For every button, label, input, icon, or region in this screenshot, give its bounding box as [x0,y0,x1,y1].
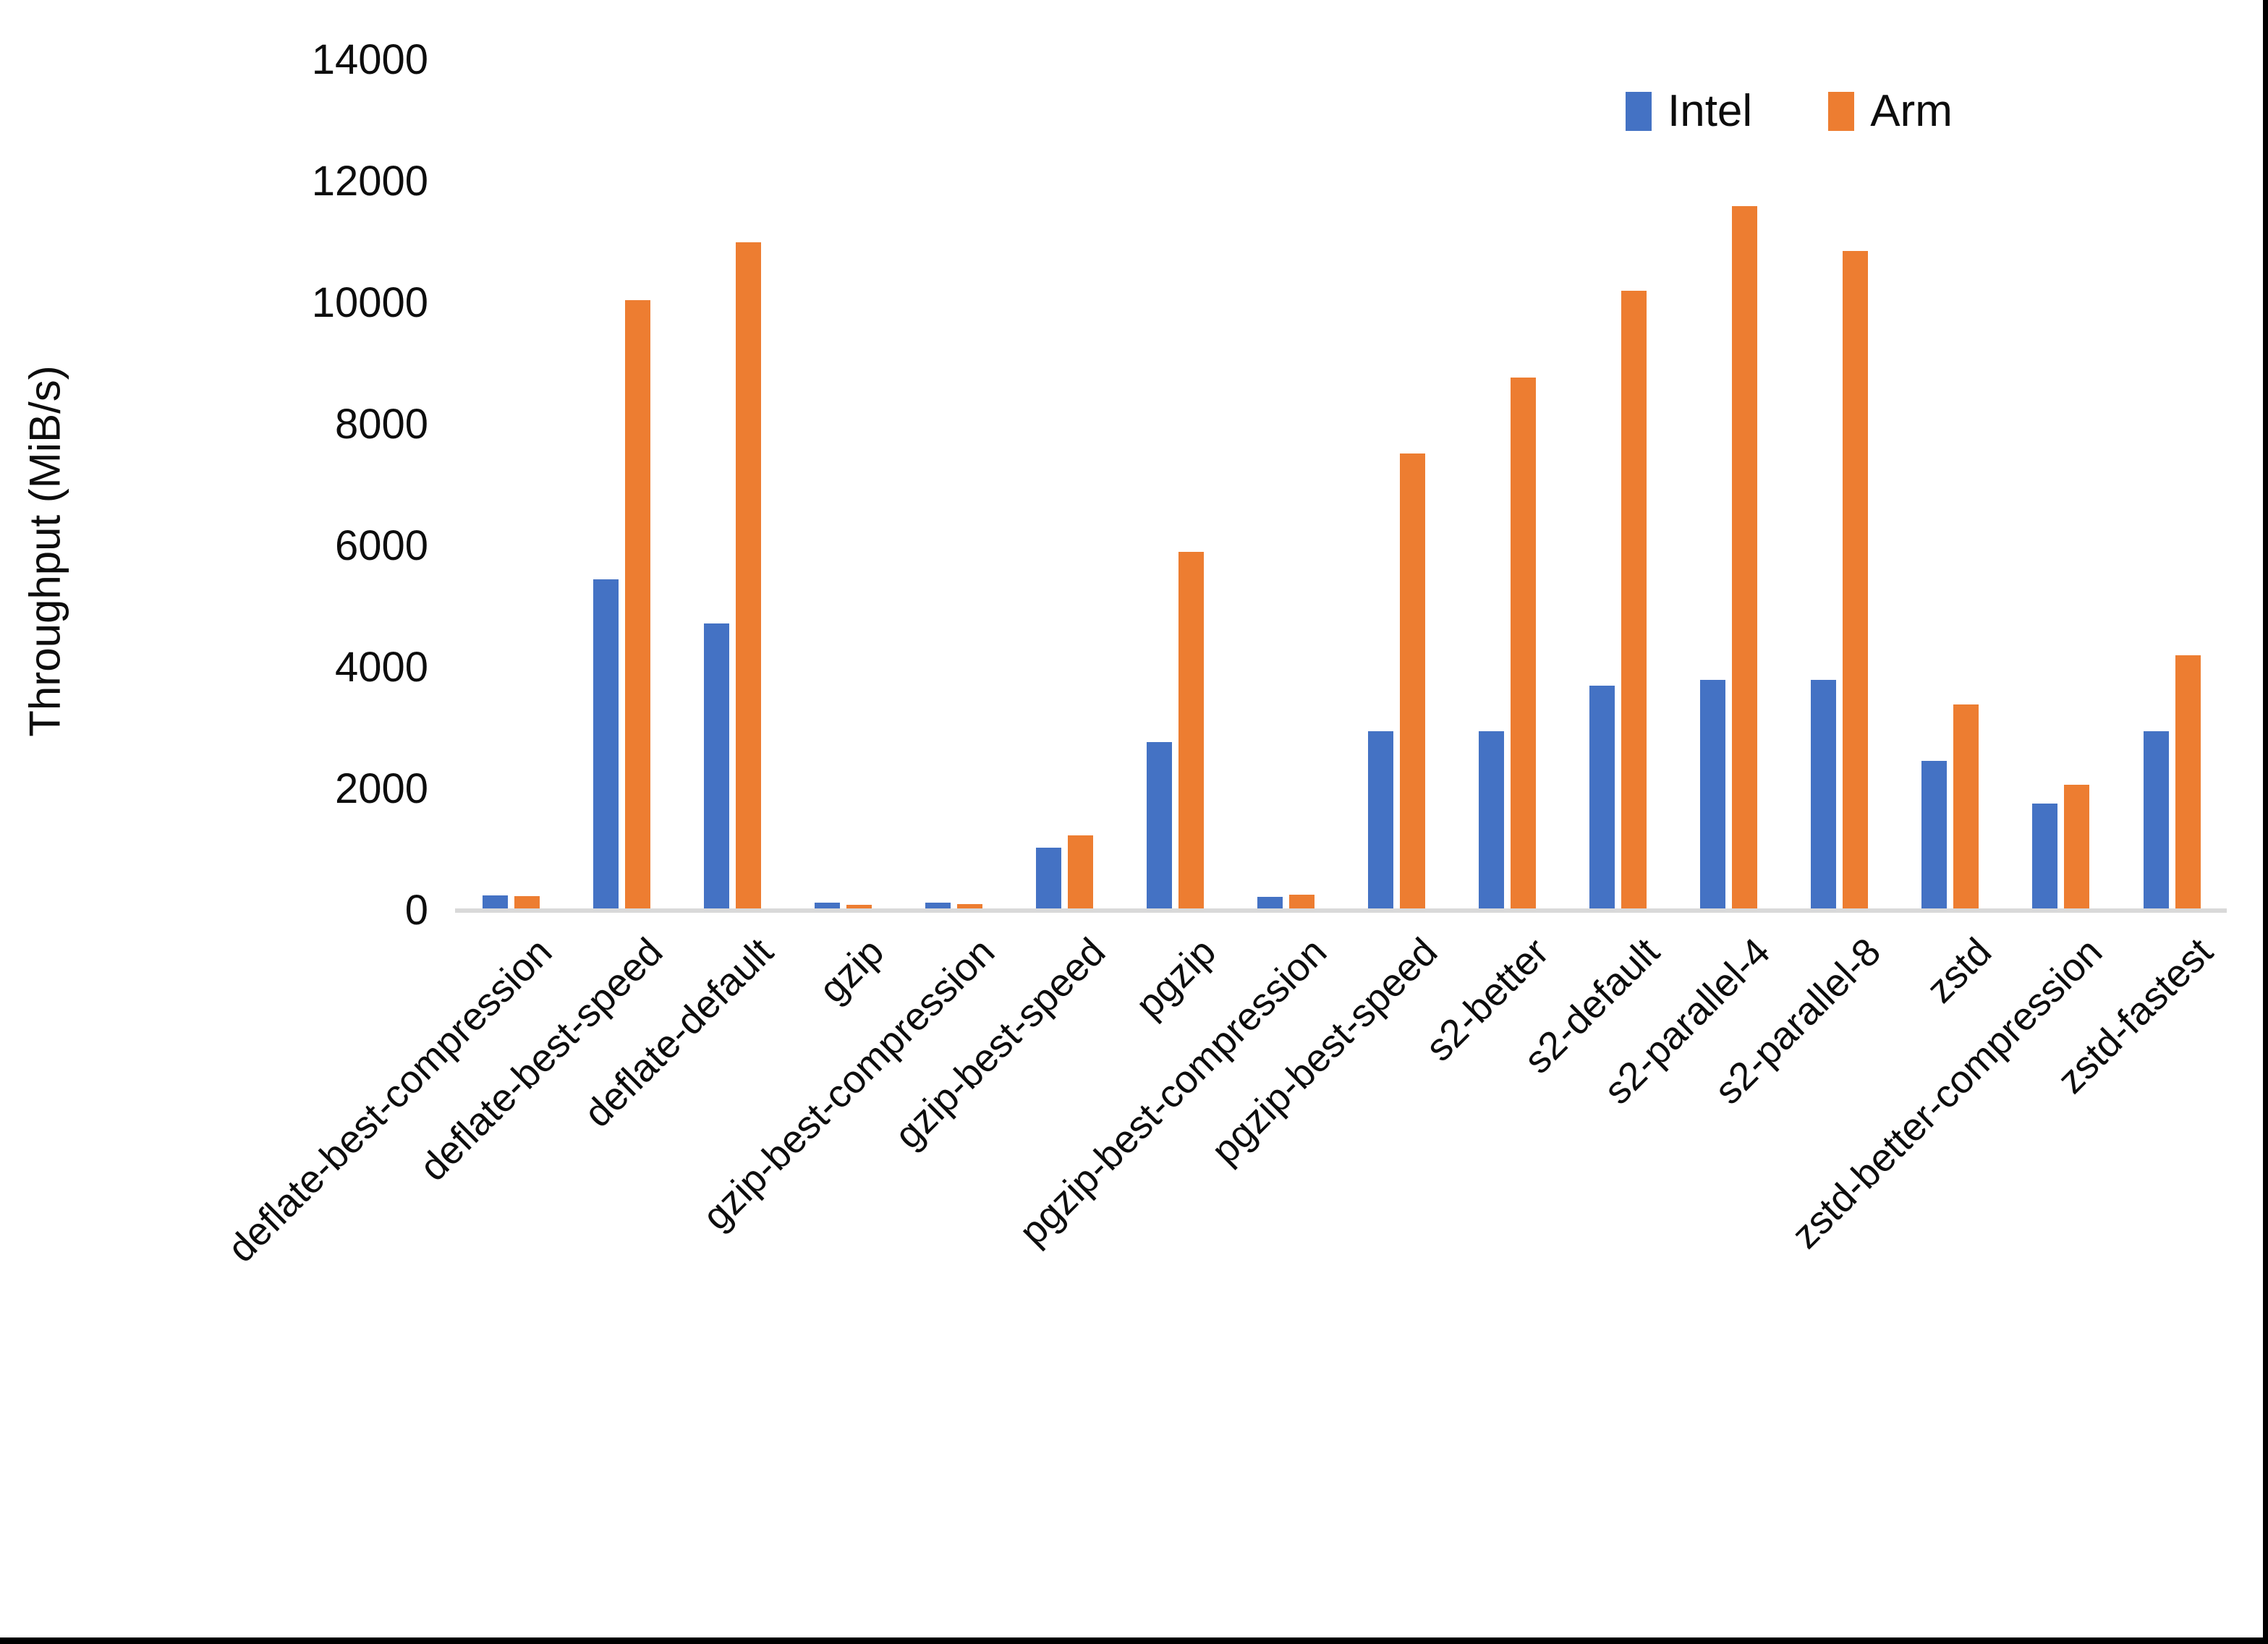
bar-arm-gzip-best-speed [1067,835,1093,911]
bar-arm-s2-better [1511,378,1537,911]
bar-arm-gzip [846,904,872,911]
legend-item-arm: Arm [1828,85,1953,137]
bar-intel-gzip-best-speed [1035,848,1061,911]
bar-arm-s2-parallel-8 [1843,250,1869,911]
bar-arm-s2-parallel-4 [1732,206,1758,911]
bar-intel-zstd [1921,760,1948,911]
x-category-label: gzip [810,929,893,1012]
bar-intel-zstd-better-compression [2032,804,2058,911]
bar-arm-zstd-fastest [2175,655,2201,911]
legend-swatch-arm [1828,91,1855,131]
y-tick-label: 0 [404,887,428,934]
bar-intel-s2-parallel-8 [1811,679,1837,911]
bar-intel-pgzip-best-compression [1257,896,1283,911]
legend-swatch-intel [1626,91,1652,131]
x-category-label: deflate-default [575,929,782,1136]
y-tick-label: 12000 [311,158,428,205]
bar-intel-s2-better [1479,731,1505,911]
bar-intel-s2-parallel-4 [1700,679,1726,911]
legend-label-arm: Arm [1870,86,1953,136]
bar-intel-pgzip-best-speed [1368,731,1394,911]
bar-intel-deflate-default [703,623,729,911]
bar-intel-zstd-fastest [2143,731,2169,911]
x-category-label: zstd [1918,929,2000,1012]
bar-arm-s2-default [1621,291,1647,911]
y-tick-label: 4000 [334,644,428,691]
y-tick-label: 2000 [334,765,428,812]
bar-arm-pgzip [1178,552,1204,911]
bar-arm-deflate-default [735,242,761,911]
x-category-label: pgzip [1127,929,1225,1027]
y-tick-label: 8000 [334,401,428,448]
x-axis-line [455,908,2227,913]
y-tick-label: 10000 [311,279,428,326]
legend-label-intel: Intel [1668,86,1753,136]
bar-intel-gzip [814,903,840,911]
y-tick-label: 14000 [311,36,428,83]
legend-item-intel: Intel [1626,85,1752,137]
bar-arm-pgzip-best-speed [1400,453,1426,911]
bar-intel-deflate-best-compression [482,895,508,911]
bar-arm-pgzip-best-compression [1288,895,1314,911]
bar-arm-deflate-best-compression [514,895,540,911]
bar-intel-pgzip [1146,742,1172,911]
bar-intel-gzip-best-compression [925,903,951,911]
bar-intel-deflate-best-speed [593,579,619,911]
y-axis-title: Throughput (MiB/s) [20,365,69,737]
bar-arm-gzip-best-compression [956,903,982,911]
bar-arm-deflate-best-speed [624,299,650,911]
screenshot-bottom-border [0,1637,2268,1644]
legend: Intel Arm [1626,85,1953,137]
bar-arm-zstd [1953,704,1979,911]
bar-arm-zstd-better-compression [2064,785,2090,911]
bar-intel-s2-default [1589,686,1615,911]
y-tick-label: 6000 [334,522,428,569]
screenshot-right-border [2263,0,2268,1644]
